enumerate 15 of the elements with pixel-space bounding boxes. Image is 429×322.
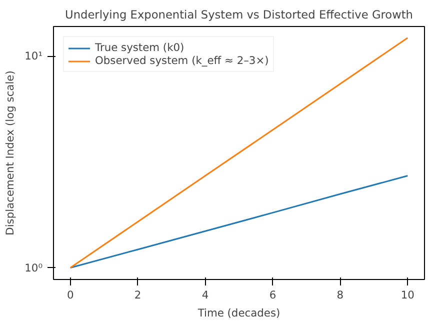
x-tick-label: 10 [400, 288, 415, 302]
legend-label: Observed system (k_eff ≈ 2–3×) [95, 54, 269, 67]
x-tick-label: 0 [66, 288, 74, 302]
y-axis-title: Displacement Index (log scale) [4, 70, 17, 236]
line-series [70, 37, 408, 268]
x-axis-title: Time (decades) [196, 306, 280, 320]
y-tick-label: 10⁰ [24, 261, 43, 274]
x-tick-label: 6 [269, 288, 276, 302]
x-tick-label: 2 [134, 288, 142, 302]
legend-label: True system (k0) [95, 41, 184, 54]
chart-title: Underlying Exponential System vs Distorted Effective Growth [65, 8, 413, 22]
x-tick-label: 8 [336, 288, 344, 302]
line-series [70, 175, 408, 268]
x-tick-label: 4 [202, 288, 209, 302]
y-tick-label: 10¹ [24, 50, 43, 63]
